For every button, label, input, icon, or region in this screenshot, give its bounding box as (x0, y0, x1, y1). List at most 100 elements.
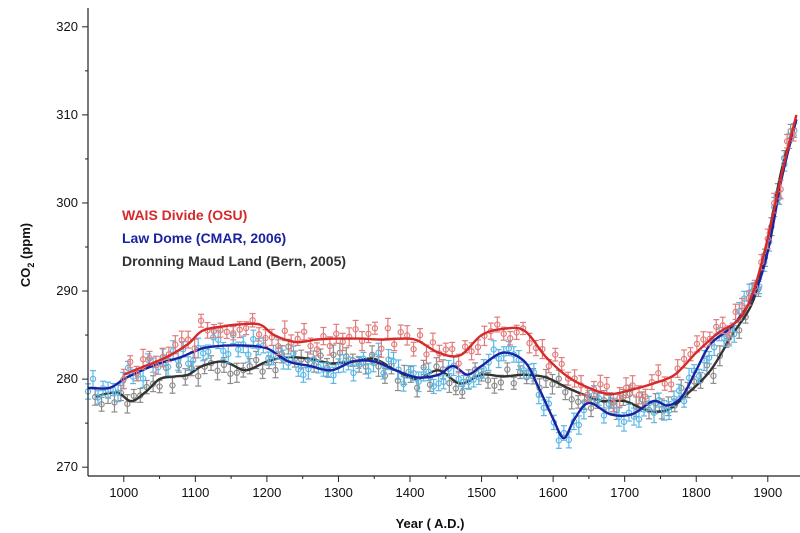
x-axis-title: Year ( A.D.) (396, 516, 465, 531)
data-point (265, 355, 272, 362)
data-point (513, 329, 520, 336)
series-line (94, 118, 798, 413)
data-point (497, 379, 505, 386)
data-point (680, 355, 688, 363)
x-tick-label: 1100 (181, 485, 209, 500)
data-point (391, 341, 398, 348)
data-point (610, 399, 617, 406)
data-point (300, 328, 308, 335)
data-point (169, 382, 176, 389)
data-point (326, 342, 334, 350)
data-point (233, 369, 241, 376)
data-point (465, 378, 472, 386)
data-point (220, 347, 227, 355)
data-point (480, 365, 487, 373)
x-tick-label: 1600 (539, 485, 568, 500)
data-point (650, 409, 658, 416)
data-point (574, 398, 582, 406)
y-tick-label: 310 (56, 107, 78, 122)
data-point (184, 360, 192, 367)
data-point (425, 368, 432, 375)
series-line (123, 114, 798, 396)
data-point (164, 363, 172, 371)
data-point (156, 383, 163, 390)
data-point (380, 369, 387, 377)
data-point (635, 391, 643, 399)
data-point (307, 342, 314, 350)
y-tick-label: 280 (56, 371, 78, 386)
data-point (89, 375, 97, 383)
data-point (725, 331, 733, 339)
data-point (433, 363, 440, 370)
legend: WAIS Divide (OSU) Law Dome (CMAR, 2006) Dr… (122, 207, 346, 269)
data-point (310, 356, 317, 363)
x-tick-label: 1000 (109, 485, 138, 500)
data-point (262, 334, 269, 342)
legend-entry: Law Dome (CMAR, 2006) (122, 230, 286, 246)
series-1 (120, 114, 798, 413)
data-point (500, 330, 507, 337)
data-point (491, 382, 498, 389)
data-point (505, 345, 512, 352)
data-point (111, 399, 118, 406)
legend-entry: Dronning Maud Land (Bern, 2005) (122, 253, 346, 269)
data-point (442, 346, 449, 353)
data-point (565, 436, 573, 444)
data-point (713, 323, 720, 331)
x-tick-label: 1200 (252, 485, 281, 500)
data-point (506, 335, 514, 342)
data-point (194, 372, 202, 380)
x-tick-label: 1800 (682, 485, 711, 500)
data-point (350, 369, 357, 377)
data-point (333, 330, 340, 338)
data-point (416, 331, 424, 339)
data-point (191, 345, 198, 352)
data-point (510, 380, 517, 387)
data-point (250, 335, 257, 343)
data-point (705, 354, 713, 361)
data-point (504, 366, 511, 373)
y-tick-label: 300 (56, 195, 78, 210)
data-point (642, 393, 649, 400)
data-point (597, 381, 604, 388)
data-point (603, 383, 610, 390)
data-point (459, 389, 466, 396)
data-point (365, 330, 372, 337)
data-point (693, 340, 701, 348)
data-point (429, 339, 437, 346)
data-point (378, 345, 385, 352)
data-point (384, 325, 392, 332)
data-point (549, 381, 556, 388)
data-point (732, 308, 739, 316)
data-point (675, 387, 683, 394)
data-point (468, 348, 475, 355)
data-point (616, 394, 623, 401)
plot-marks (84, 114, 798, 449)
data-point (281, 327, 288, 335)
data-point (242, 324, 250, 332)
y-tick-label: 270 (56, 459, 78, 474)
data-point (139, 375, 147, 382)
data-point (365, 367, 372, 375)
data-point (545, 362, 553, 370)
data-point (205, 348, 212, 355)
data-point (568, 396, 575, 403)
x-tick-label: 1500 (467, 485, 496, 500)
data-point (655, 369, 662, 377)
data-point (197, 317, 205, 324)
data-point (146, 354, 153, 362)
data-point (236, 326, 243, 333)
data-point (300, 371, 307, 379)
data-point (555, 375, 563, 382)
data-point (252, 356, 260, 364)
data-point (635, 416, 643, 423)
data-point (245, 351, 252, 358)
data-point (275, 342, 282, 350)
data-point (223, 328, 231, 336)
data-point (700, 336, 707, 343)
data-point (587, 404, 595, 412)
data-point (494, 321, 501, 328)
data-point (415, 378, 422, 385)
data-point (665, 407, 673, 414)
